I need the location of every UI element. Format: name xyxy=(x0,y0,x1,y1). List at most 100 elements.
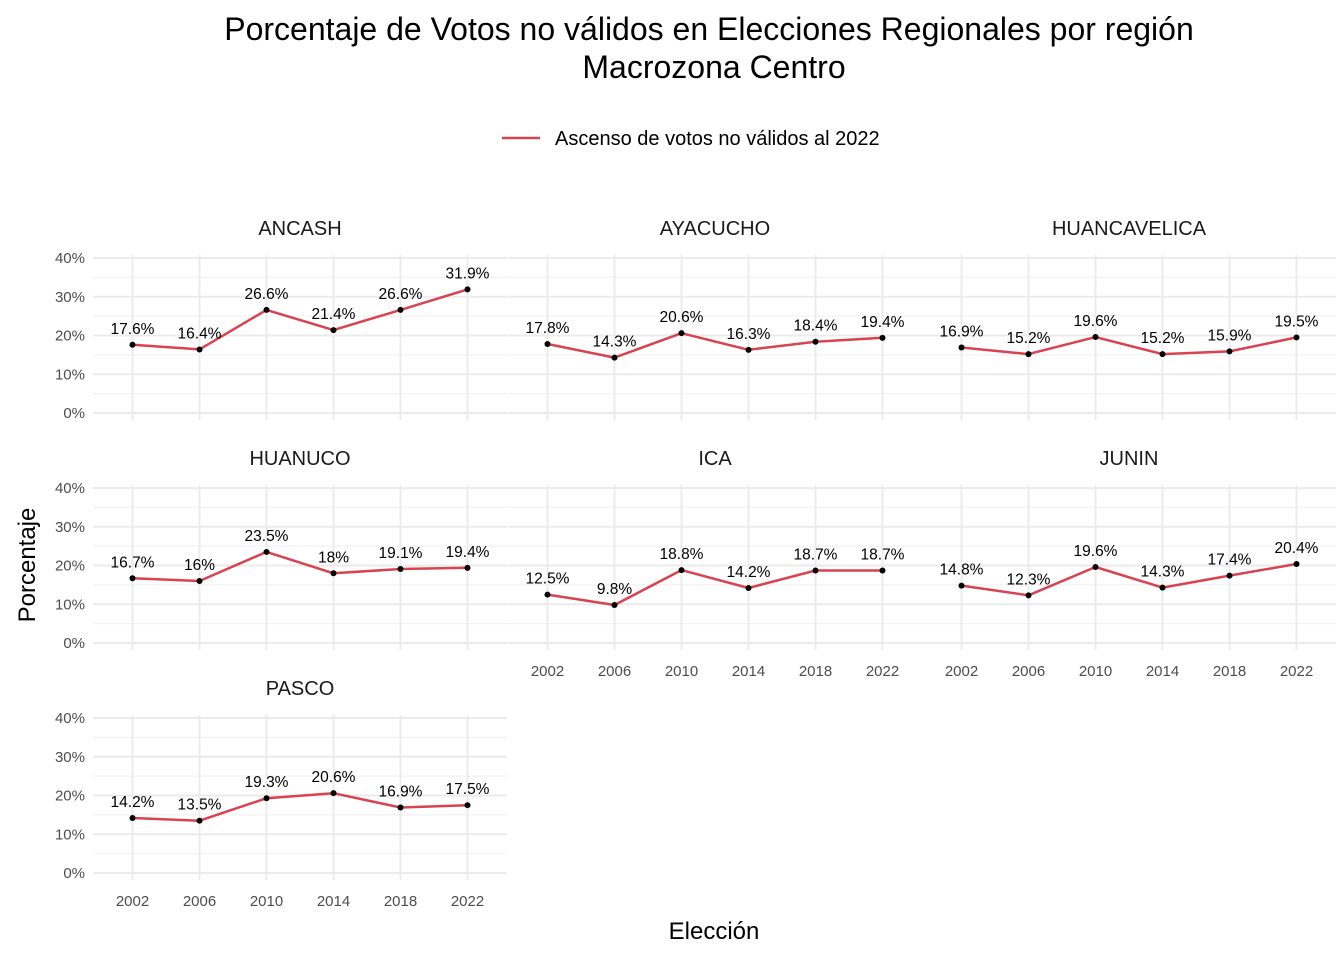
data-point xyxy=(1293,334,1300,341)
data-label: 16.4% xyxy=(178,325,222,342)
data-label: 16% xyxy=(184,557,215,574)
data-label: 18.8% xyxy=(660,546,704,563)
y-tick-label: 30% xyxy=(55,289,85,306)
y-tick-label: 20% xyxy=(55,558,85,575)
data-label: 12.5% xyxy=(526,571,570,588)
data-label: 26.6% xyxy=(245,286,289,303)
facet-panel-ayacucho: AYACUCHO 17.8% 14.3% 20.6% 16.3% 18.4% 19.4% xyxy=(508,218,922,420)
x-tick-label: 2018 xyxy=(384,893,417,910)
data-point xyxy=(611,354,618,361)
series-line xyxy=(961,335,1297,356)
data-label: 18% xyxy=(318,549,349,566)
data-point xyxy=(958,582,965,589)
legend-label: Ascenso de votos no válidos al 2022 xyxy=(555,128,880,150)
data-label: 16.7% xyxy=(111,554,155,571)
facet-panel-ancash: ANCASH 0% 10% 20% 30% 40% 17.6% 16.4% 26.6% 21.4%… xyxy=(55,218,507,422)
series-line xyxy=(547,568,883,607)
data-point xyxy=(397,804,404,811)
data-label: 18.4% xyxy=(794,318,838,335)
x-tick-label: 2014 xyxy=(317,893,350,910)
data-point xyxy=(129,814,136,821)
data-point xyxy=(129,575,136,582)
x-tick-label: 2018 xyxy=(1213,663,1246,680)
data-point xyxy=(464,802,471,809)
data-label: 14.3% xyxy=(593,334,637,351)
facet-panel-huanuco: HUANUCO 0% 10% 20% 30% 40% 16.7% 16% 23.5% 18% 19.… xyxy=(55,448,507,652)
data-label: 15.2% xyxy=(1007,330,1051,347)
data-point xyxy=(1159,351,1166,358)
data-point xyxy=(812,338,819,345)
data-label: 19.5% xyxy=(1275,313,1319,330)
data-point xyxy=(1159,584,1166,591)
data-label: 14.2% xyxy=(111,794,155,811)
data-point xyxy=(464,286,471,293)
data-label: 20.6% xyxy=(312,769,356,786)
x-tick-label: 2006 xyxy=(598,663,631,680)
series-line xyxy=(132,288,468,351)
data-label: 14.8% xyxy=(940,562,984,579)
data-point xyxy=(958,344,965,351)
data-label: 19.6% xyxy=(1074,313,1118,330)
data-point xyxy=(1226,572,1233,579)
data-label: 15.2% xyxy=(1141,330,1185,347)
y-axis-title: Porcentaje xyxy=(14,508,41,623)
facet-title: HUANUCO xyxy=(249,448,350,470)
data-point xyxy=(678,330,685,337)
y-tick-label: 30% xyxy=(55,519,85,536)
data-point xyxy=(196,578,203,584)
y-tick-label: 10% xyxy=(55,366,85,383)
x-tick-label: 2006 xyxy=(1012,663,1045,680)
data-point xyxy=(1092,334,1099,341)
data-label: 21.4% xyxy=(312,306,356,323)
facet-title: AYACUCHO xyxy=(660,218,770,240)
x-tick-label: 2002 xyxy=(531,663,564,680)
data-label: 14.2% xyxy=(727,564,771,581)
data-point xyxy=(544,591,551,598)
x-tick-label: 2010 xyxy=(250,893,283,910)
y-tick-label: 40% xyxy=(55,250,85,267)
data-label: 31.9% xyxy=(446,265,490,282)
facet-panel-junin: JUNIN 2002 2006 2010 2014 2018 2022 14.8% 12.3% 1… xyxy=(922,448,1336,680)
x-tick-label: 2022 xyxy=(451,893,484,910)
data-label: 17.5% xyxy=(446,781,490,798)
series-line xyxy=(132,550,468,583)
y-tick-label: 0% xyxy=(63,635,85,652)
y-tick-label: 40% xyxy=(55,710,85,727)
data-point xyxy=(397,306,404,313)
data-point xyxy=(397,565,404,572)
data-label: 9.8% xyxy=(597,581,633,598)
data-point xyxy=(196,817,203,824)
data-label: 19.1% xyxy=(379,545,423,562)
data-label: 19.6% xyxy=(1074,543,1118,560)
data-point xyxy=(611,602,618,609)
data-label: 12.3% xyxy=(1007,571,1051,588)
x-tick-label: 2022 xyxy=(866,663,899,680)
data-point xyxy=(745,346,752,353)
x-tick-label: 2022 xyxy=(1280,663,1313,680)
data-point xyxy=(464,564,471,571)
y-tick-label: 40% xyxy=(55,480,85,497)
x-tick-label: 2010 xyxy=(665,663,698,680)
data-label: 18.7% xyxy=(794,547,838,564)
x-tick-label: 2014 xyxy=(732,663,765,680)
legend: Ascenso de votos no válidos al 2022 xyxy=(502,128,880,150)
data-point xyxy=(879,567,886,574)
data-label: 26.6% xyxy=(379,286,423,303)
data-point xyxy=(196,346,203,353)
y-tick-label: 10% xyxy=(55,596,85,613)
y-tick-label: 0% xyxy=(63,865,85,882)
data-label: 17.4% xyxy=(1208,552,1252,569)
x-tick-label: 2010 xyxy=(1079,663,1112,680)
data-point xyxy=(330,570,337,577)
data-point xyxy=(1025,351,1032,358)
data-point xyxy=(263,306,270,313)
data-label: 20.4% xyxy=(1275,540,1319,557)
x-tick-label: 2018 xyxy=(799,663,832,680)
data-point xyxy=(129,341,136,348)
data-label: 16.3% xyxy=(727,326,771,343)
data-point xyxy=(263,548,270,555)
y-tick-label: 30% xyxy=(55,749,85,766)
facet-panels: ANCASH 0% 10% 20% 30% 40% 17.6% 16.4% 26.6% 21.4%… xyxy=(55,218,1336,910)
data-label: 15.9% xyxy=(1208,327,1252,344)
